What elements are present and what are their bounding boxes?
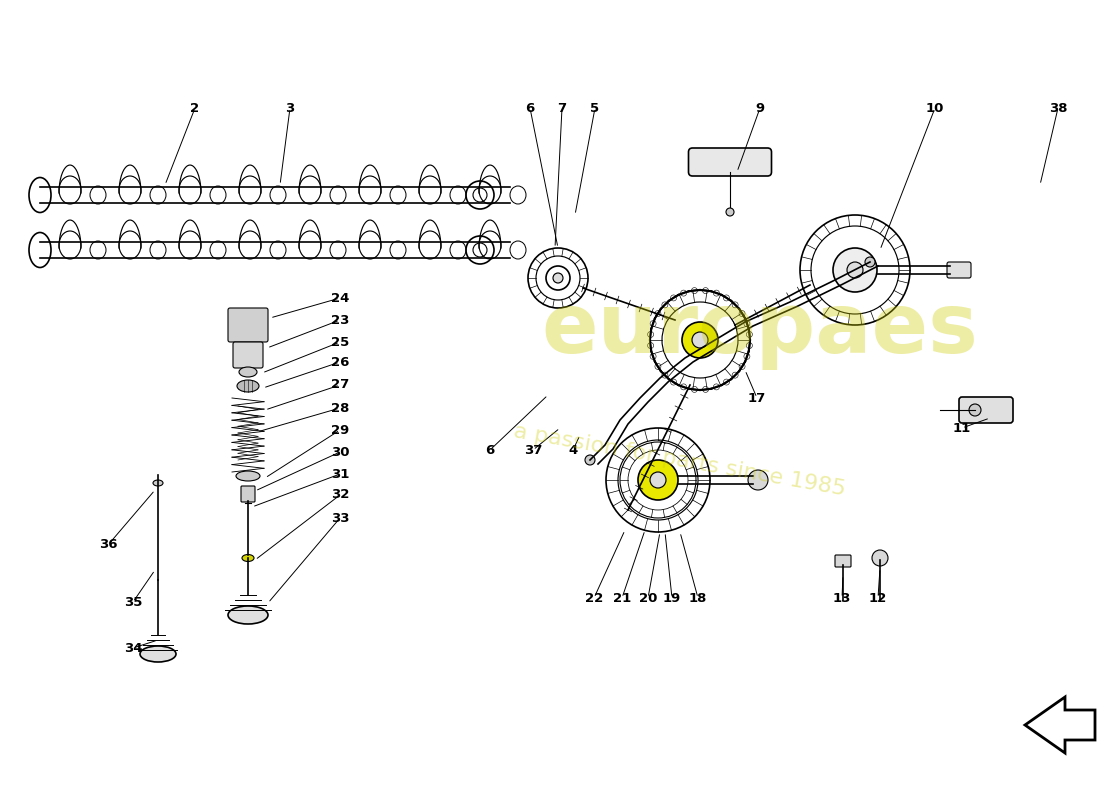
- Text: 7: 7: [558, 102, 566, 114]
- Text: 20: 20: [639, 591, 657, 605]
- Text: 25: 25: [331, 335, 349, 349]
- Text: 28: 28: [331, 402, 349, 414]
- Text: 21: 21: [613, 591, 631, 605]
- Circle shape: [833, 248, 877, 292]
- FancyBboxPatch shape: [233, 342, 263, 368]
- Text: 37: 37: [524, 443, 542, 457]
- Text: 26: 26: [331, 355, 349, 369]
- Ellipse shape: [236, 471, 260, 481]
- Ellipse shape: [140, 646, 176, 662]
- Text: 30: 30: [331, 446, 350, 458]
- Circle shape: [748, 470, 768, 490]
- Text: europaes: europaes: [541, 290, 978, 370]
- Text: 2: 2: [190, 102, 199, 114]
- Text: 23: 23: [331, 314, 349, 326]
- Circle shape: [865, 257, 874, 267]
- Text: 35: 35: [124, 595, 142, 609]
- Text: 24: 24: [331, 291, 349, 305]
- Text: 12: 12: [869, 591, 887, 605]
- Circle shape: [553, 273, 563, 283]
- Text: 29: 29: [331, 423, 349, 437]
- Text: 27: 27: [331, 378, 349, 391]
- Ellipse shape: [242, 554, 254, 562]
- FancyBboxPatch shape: [959, 397, 1013, 423]
- Ellipse shape: [239, 367, 257, 377]
- Circle shape: [692, 332, 708, 348]
- Text: 11: 11: [953, 422, 971, 434]
- Text: 4: 4: [569, 443, 578, 457]
- Text: 9: 9: [756, 102, 764, 114]
- Text: 18: 18: [689, 591, 707, 605]
- Circle shape: [650, 472, 666, 488]
- FancyBboxPatch shape: [835, 555, 851, 567]
- Text: 3: 3: [285, 102, 295, 114]
- Text: 33: 33: [331, 511, 350, 525]
- Text: 38: 38: [1048, 102, 1067, 114]
- Polygon shape: [1025, 697, 1094, 753]
- Text: 34: 34: [123, 642, 142, 654]
- Circle shape: [682, 322, 718, 358]
- Text: 32: 32: [331, 489, 349, 502]
- Text: 5: 5: [591, 102, 600, 114]
- Text: 6: 6: [526, 102, 535, 114]
- Text: 17: 17: [748, 391, 766, 405]
- Circle shape: [585, 455, 595, 465]
- Text: 22: 22: [585, 591, 603, 605]
- Text: 13: 13: [833, 591, 851, 605]
- Text: 31: 31: [331, 467, 349, 481]
- FancyBboxPatch shape: [689, 148, 771, 176]
- Circle shape: [847, 262, 864, 278]
- FancyBboxPatch shape: [241, 486, 255, 502]
- Ellipse shape: [153, 480, 163, 486]
- Text: 19: 19: [663, 591, 681, 605]
- Text: 6: 6: [485, 443, 495, 457]
- Circle shape: [638, 460, 678, 500]
- FancyBboxPatch shape: [228, 308, 268, 342]
- Text: 10: 10: [926, 102, 944, 114]
- Text: a passion for parts since 1985: a passion for parts since 1985: [513, 421, 848, 499]
- Circle shape: [969, 404, 981, 416]
- Circle shape: [726, 208, 734, 216]
- FancyBboxPatch shape: [947, 262, 971, 278]
- Text: 36: 36: [99, 538, 118, 551]
- Circle shape: [872, 550, 888, 566]
- Ellipse shape: [228, 606, 268, 624]
- Ellipse shape: [236, 380, 258, 392]
